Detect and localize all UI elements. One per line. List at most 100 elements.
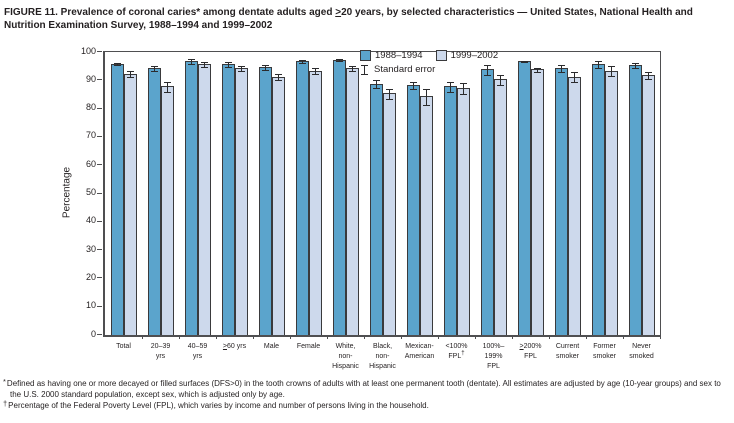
x-axis-label-6: White, non- Hispanic xyxy=(332,343,359,370)
error-bar xyxy=(163,81,171,94)
error-bar xyxy=(594,60,602,70)
bar-1999-2002-14 xyxy=(641,71,655,335)
x-axis-tick xyxy=(586,335,587,339)
error-bar xyxy=(520,60,528,64)
error-bar xyxy=(533,67,541,74)
bar-1988-1994-3 xyxy=(221,61,235,335)
error-bar xyxy=(311,68,319,76)
x-axis-tick xyxy=(475,335,476,339)
legend-item-1999-2002: 1999–2002 xyxy=(435,50,499,61)
bar-1999-2002-1 xyxy=(160,81,174,335)
bar-1988-1994-12 xyxy=(554,64,568,335)
x-axis-tick xyxy=(327,335,328,339)
y-axis-tick-label-10: 10 xyxy=(85,300,96,311)
footnote-dagger: †Percentage of the Federal Poverty Level… xyxy=(3,398,429,410)
bar-group-9: <100% FPL† xyxy=(438,52,476,360)
bar-group-11: >200% FPL xyxy=(512,52,550,360)
bar-1999-2002-9 xyxy=(456,82,470,335)
figure-title: FIGURE 11. Prevalence of coronal caries*… xyxy=(4,7,693,32)
x-axis-label-2: 40–59 yrs xyxy=(187,343,208,360)
x-axis-tick xyxy=(290,335,291,339)
legend-label-standard-error: Standard error xyxy=(374,64,436,75)
error-bar xyxy=(261,64,269,71)
error-bar xyxy=(335,58,343,63)
bar-group-6: White, non- Hispanic xyxy=(327,52,365,370)
error-bar xyxy=(607,66,615,78)
error-bar xyxy=(570,72,578,83)
plot-area: Total 20–39 yrs 40–59 yrs >60 yrs Male Female Wh… xyxy=(103,51,661,370)
bar-1999-2002-4 xyxy=(271,73,285,335)
bar-1999-2002-12 xyxy=(567,72,581,335)
legend-label-1999-2002: 1999–2002 xyxy=(450,50,499,61)
bar-group-14: Never smoked xyxy=(623,52,661,360)
y-axis-tick-label-70: 70 xyxy=(85,130,96,141)
bar-group-1: 20–39 yrs xyxy=(142,52,180,360)
y-axis-tick xyxy=(97,192,102,194)
y-axis-tick xyxy=(97,107,102,109)
x-axis-label-7: Black, non- Hispanic xyxy=(369,343,396,370)
error-bar xyxy=(557,64,565,74)
bar-group-7: Black, non- Hispanic xyxy=(364,52,402,370)
error-bar xyxy=(385,88,393,101)
y-axis-tick-label-80: 80 xyxy=(85,102,96,113)
bar-group-10: 100%– 199% FPL xyxy=(475,52,513,370)
y-axis-tick xyxy=(97,249,102,251)
bar-group-8: Mexican- American xyxy=(401,52,439,360)
bar-1999-2002-7 xyxy=(382,88,396,335)
x-axis-tick xyxy=(512,335,513,339)
error-bar xyxy=(422,88,430,106)
error-bar xyxy=(348,66,356,72)
bar-1999-2002-0 xyxy=(123,71,137,335)
bar-1988-1994-9 xyxy=(443,81,457,335)
y-axis-tick-label-0: 0 xyxy=(90,328,96,339)
y-axis-tick xyxy=(97,334,102,335)
error-bar xyxy=(496,74,504,86)
x-axis-tick xyxy=(549,335,550,339)
bar-1988-1994-4 xyxy=(258,64,272,335)
error-bar xyxy=(237,66,245,72)
error-bar xyxy=(459,82,467,96)
bar-1999-2002-11 xyxy=(530,67,544,335)
error-bar xyxy=(274,73,282,82)
error-bar xyxy=(409,81,417,91)
y-axis-tick xyxy=(97,305,102,307)
legend-item-1988-1994: 1988–1994 xyxy=(360,50,423,61)
error-bar xyxy=(372,80,380,89)
y-axis-tick xyxy=(97,164,102,166)
error-bar xyxy=(187,59,195,65)
bar-1999-2002-13 xyxy=(604,66,618,335)
y-axis-tick xyxy=(97,79,102,81)
y-axis-tick-label-90: 90 xyxy=(85,73,96,84)
error-bar xyxy=(631,63,639,69)
y-axis-tick-label-40: 40 xyxy=(85,215,96,226)
error-bar xyxy=(126,71,134,79)
bar-1988-1994-0 xyxy=(110,63,124,335)
bar-1988-1994-11 xyxy=(517,60,531,335)
bar-1988-1994-7 xyxy=(369,80,383,335)
y-axis-tick xyxy=(97,51,102,52)
y-axis-tick xyxy=(97,135,102,137)
error-bar xyxy=(113,63,121,67)
x-axis-tick xyxy=(660,335,661,339)
error-bar xyxy=(200,61,208,68)
bar-1999-2002-3 xyxy=(234,66,248,335)
x-axis-label-4: Male xyxy=(263,343,280,350)
x-axis-label-9: <100% FPL† xyxy=(445,343,468,360)
x-axis-label-3: >60 yrs xyxy=(222,343,247,350)
bar-1988-1994-2 xyxy=(184,59,198,335)
error-bar xyxy=(483,64,491,77)
bar-1999-2002-8 xyxy=(419,88,433,335)
bar-1988-1994-6 xyxy=(332,58,346,335)
y-axis-tick-label-100: 100 xyxy=(80,45,96,56)
bar-group-2: 40–59 yrs xyxy=(179,52,217,360)
bar-1988-1994-8 xyxy=(406,81,420,335)
x-axis-label-0: Total xyxy=(116,343,131,350)
x-axis-label-10: 100%– 199% FPL xyxy=(482,343,505,370)
legend-swatch-1999-2002 xyxy=(435,50,447,61)
bar-1988-1994-13 xyxy=(591,60,605,335)
bar-group-4: Male xyxy=(253,52,291,350)
x-axis-tick xyxy=(253,335,254,339)
y-axis-tick-label-20: 20 xyxy=(85,271,96,282)
x-axis-tick xyxy=(142,335,143,339)
bar-1999-2002-10 xyxy=(493,74,507,335)
